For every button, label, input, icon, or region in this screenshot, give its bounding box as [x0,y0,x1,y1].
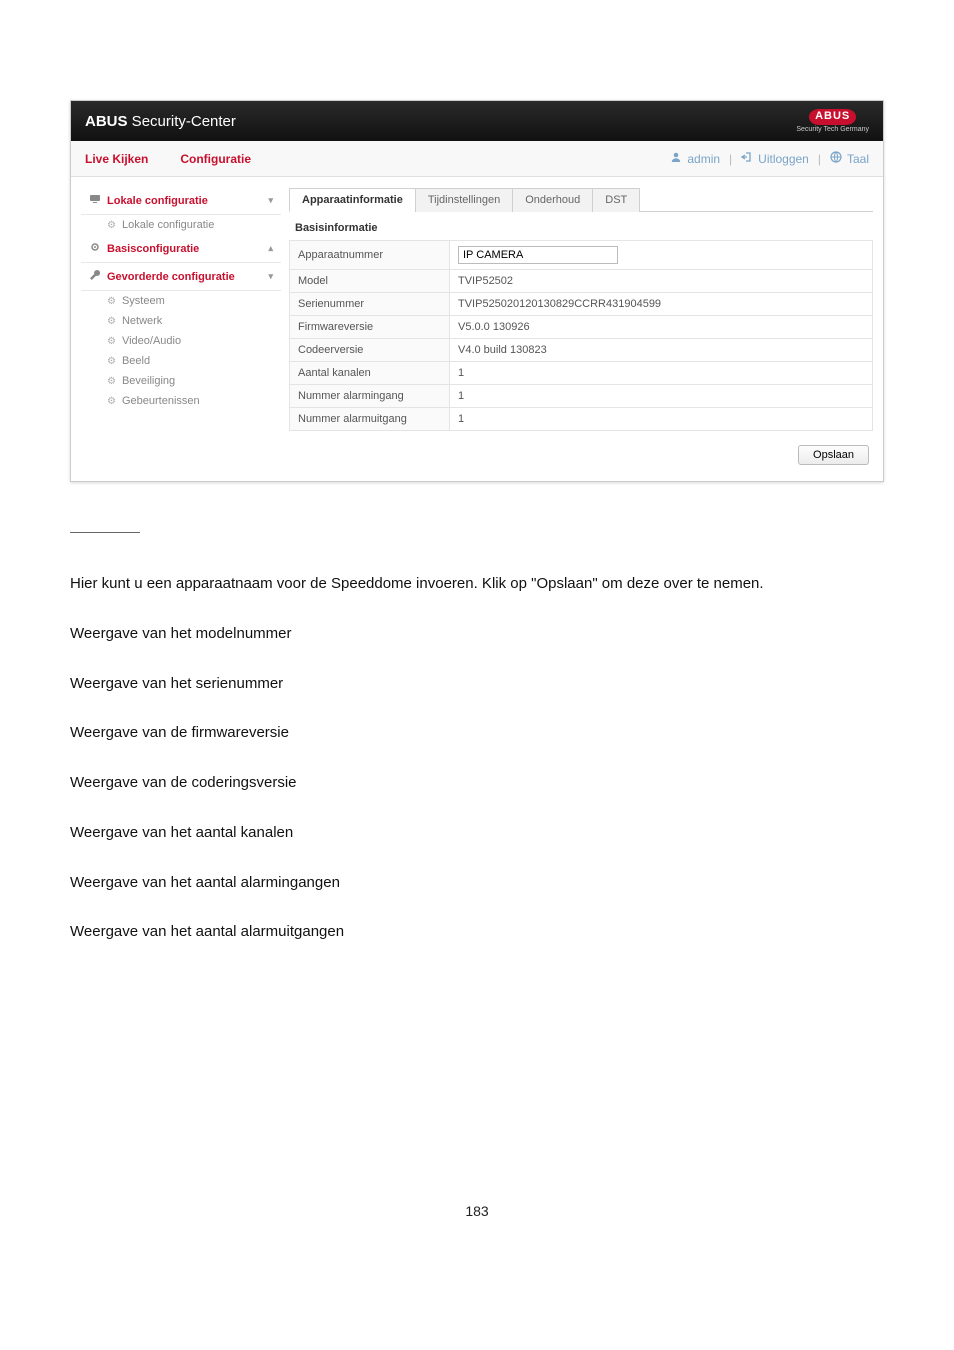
language-link[interactable]: Taal [847,152,869,166]
field-value-encoder: V4.0 build 130823 [450,339,873,362]
divider [70,532,140,533]
field-value-channels: 1 [450,362,873,385]
tab-dst[interactable]: DST [592,188,640,212]
app-window: ABUS Security-Center ABUS Security Tech … [70,100,884,482]
field-label-device-no: Apparaatnummer [290,241,450,270]
table-row: Nummer alarmingang 1 [290,385,873,408]
doc-paragraph: Weergave van de firmwareversie [70,722,884,744]
brand-rest: Security-Center [128,113,236,130]
chevron-down-icon: ▾ [268,271,273,282]
globe-icon [830,151,842,166]
field-value-serial: TVIP525020120130829CCRR431904599 [450,293,873,316]
doc-paragraph: Weergave van het aantal alarmingangen [70,872,884,894]
doc-paragraph: Weergave van de coderingsversie [70,772,884,794]
logout-link[interactable]: Uitloggen [758,152,809,166]
nav-live[interactable]: Live Kijken [85,152,148,166]
sidebar-item-events[interactable]: Gebeurtenissen [81,391,281,411]
sidebar-basic-title: Basisconfiguratie [107,243,199,255]
save-button[interactable]: Opslaan [798,445,869,465]
sidebar-advanced-title: Gevorderde configuratie [107,271,235,283]
doc-paragraph: Hier kunt u een apparaatnaam voor de Spe… [70,573,884,595]
table-row: Apparaatnummer [290,241,873,270]
field-value-model: TVIP52502 [450,270,873,293]
tab-time[interactable]: Tijdinstellingen [415,188,513,212]
field-label-serial: Serienummer [290,293,450,316]
sidebar: Lokale configuratie ▾ Lokale configurati… [81,187,281,471]
device-name-input[interactable] [458,246,618,264]
page-number: 183 [70,1203,884,1219]
tab-bar: Apparaatinformatie Tijdinstellingen Onde… [289,187,873,212]
sidebar-item-security[interactable]: Beveiliging [81,371,281,391]
field-label-encoder: Codeerversie [290,339,450,362]
table-row: Serienummer TVIP525020120130829CCRR43190… [290,293,873,316]
sidebar-section-local[interactable]: Lokale configuratie ▾ [81,187,281,215]
section-title: Basisinformatie [289,220,873,240]
table-row: Aantal kanalen 1 [290,362,873,385]
table-row: Codeerversie V4.0 build 130823 [290,339,873,362]
doc-paragraph: Weergave van het modelnummer [70,623,884,645]
sidebar-item-local-config[interactable]: Lokale configuratie [81,215,281,235]
wrench-icon [89,269,101,284]
device-info-table: Apparaatnummer Model TVIP52502 Serienumm… [289,240,873,431]
abus-logo: ABUS Security Tech Germany [796,109,869,132]
banner: ABUS Security-Center ABUS Security Tech … [71,101,883,141]
main-panel: Apparaatinformatie Tijdinstellingen Onde… [289,187,873,471]
logout-icon [741,151,753,166]
topbar: Live Kijken Configuratie admin | Uitlogg… [71,141,883,177]
sidebar-local-title: Lokale configuratie [107,195,208,207]
separator: | [818,152,821,166]
field-label-alarm-in: Nummer alarmingang [290,385,450,408]
chevron-up-icon: ▴ [268,243,273,254]
field-label-alarm-out: Nummer alarmuitgang [290,408,450,431]
field-value-alarm-in: 1 [450,385,873,408]
separator: | [729,152,732,166]
monitor-icon [89,193,101,208]
tab-maintenance[interactable]: Onderhoud [512,188,593,212]
table-row: Model TVIP52502 [290,270,873,293]
sidebar-item-video-audio[interactable]: Video/Audio [81,331,281,351]
doc-paragraph: Weergave van het serienummer [70,673,884,695]
field-value-firmware: V5.0.0 130926 [450,316,873,339]
field-label-channels: Aantal kanalen [290,362,450,385]
tab-device-info[interactable]: Apparaatinformatie [289,188,416,212]
user-icon [670,151,682,166]
nav-config[interactable]: Configuratie [180,152,251,166]
abus-logo-mark: ABUS [809,109,856,124]
field-label-firmware: Firmwareversie [290,316,450,339]
banner-title: ABUS Security-Center [85,113,236,130]
table-row: Firmwareversie V5.0.0 130926 [290,316,873,339]
field-value-alarm-out: 1 [450,408,873,431]
doc-paragraph: Weergave van het aantal alarmuitgangen [70,921,884,943]
table-row: Nummer alarmuitgang 1 [290,408,873,431]
chevron-down-icon: ▾ [268,195,273,206]
gear-icon [89,241,101,256]
abus-logo-sub: Security Tech Germany [796,126,869,133]
sidebar-item-system[interactable]: Systeem [81,291,281,311]
sidebar-item-image[interactable]: Beeld [81,351,281,371]
user-label: admin [687,152,720,166]
document-body: Hier kunt u een apparaatnaam voor de Spe… [70,532,884,943]
field-label-model: Model [290,270,450,293]
sidebar-section-advanced[interactable]: Gevorderde configuratie ▾ [81,263,281,291]
brand-bold: ABUS [85,113,128,130]
sidebar-item-network[interactable]: Netwerk [81,311,281,331]
sidebar-section-basic[interactable]: Basisconfiguratie ▴ [81,235,281,263]
doc-paragraph: Weergave van het aantal kanalen [70,822,884,844]
